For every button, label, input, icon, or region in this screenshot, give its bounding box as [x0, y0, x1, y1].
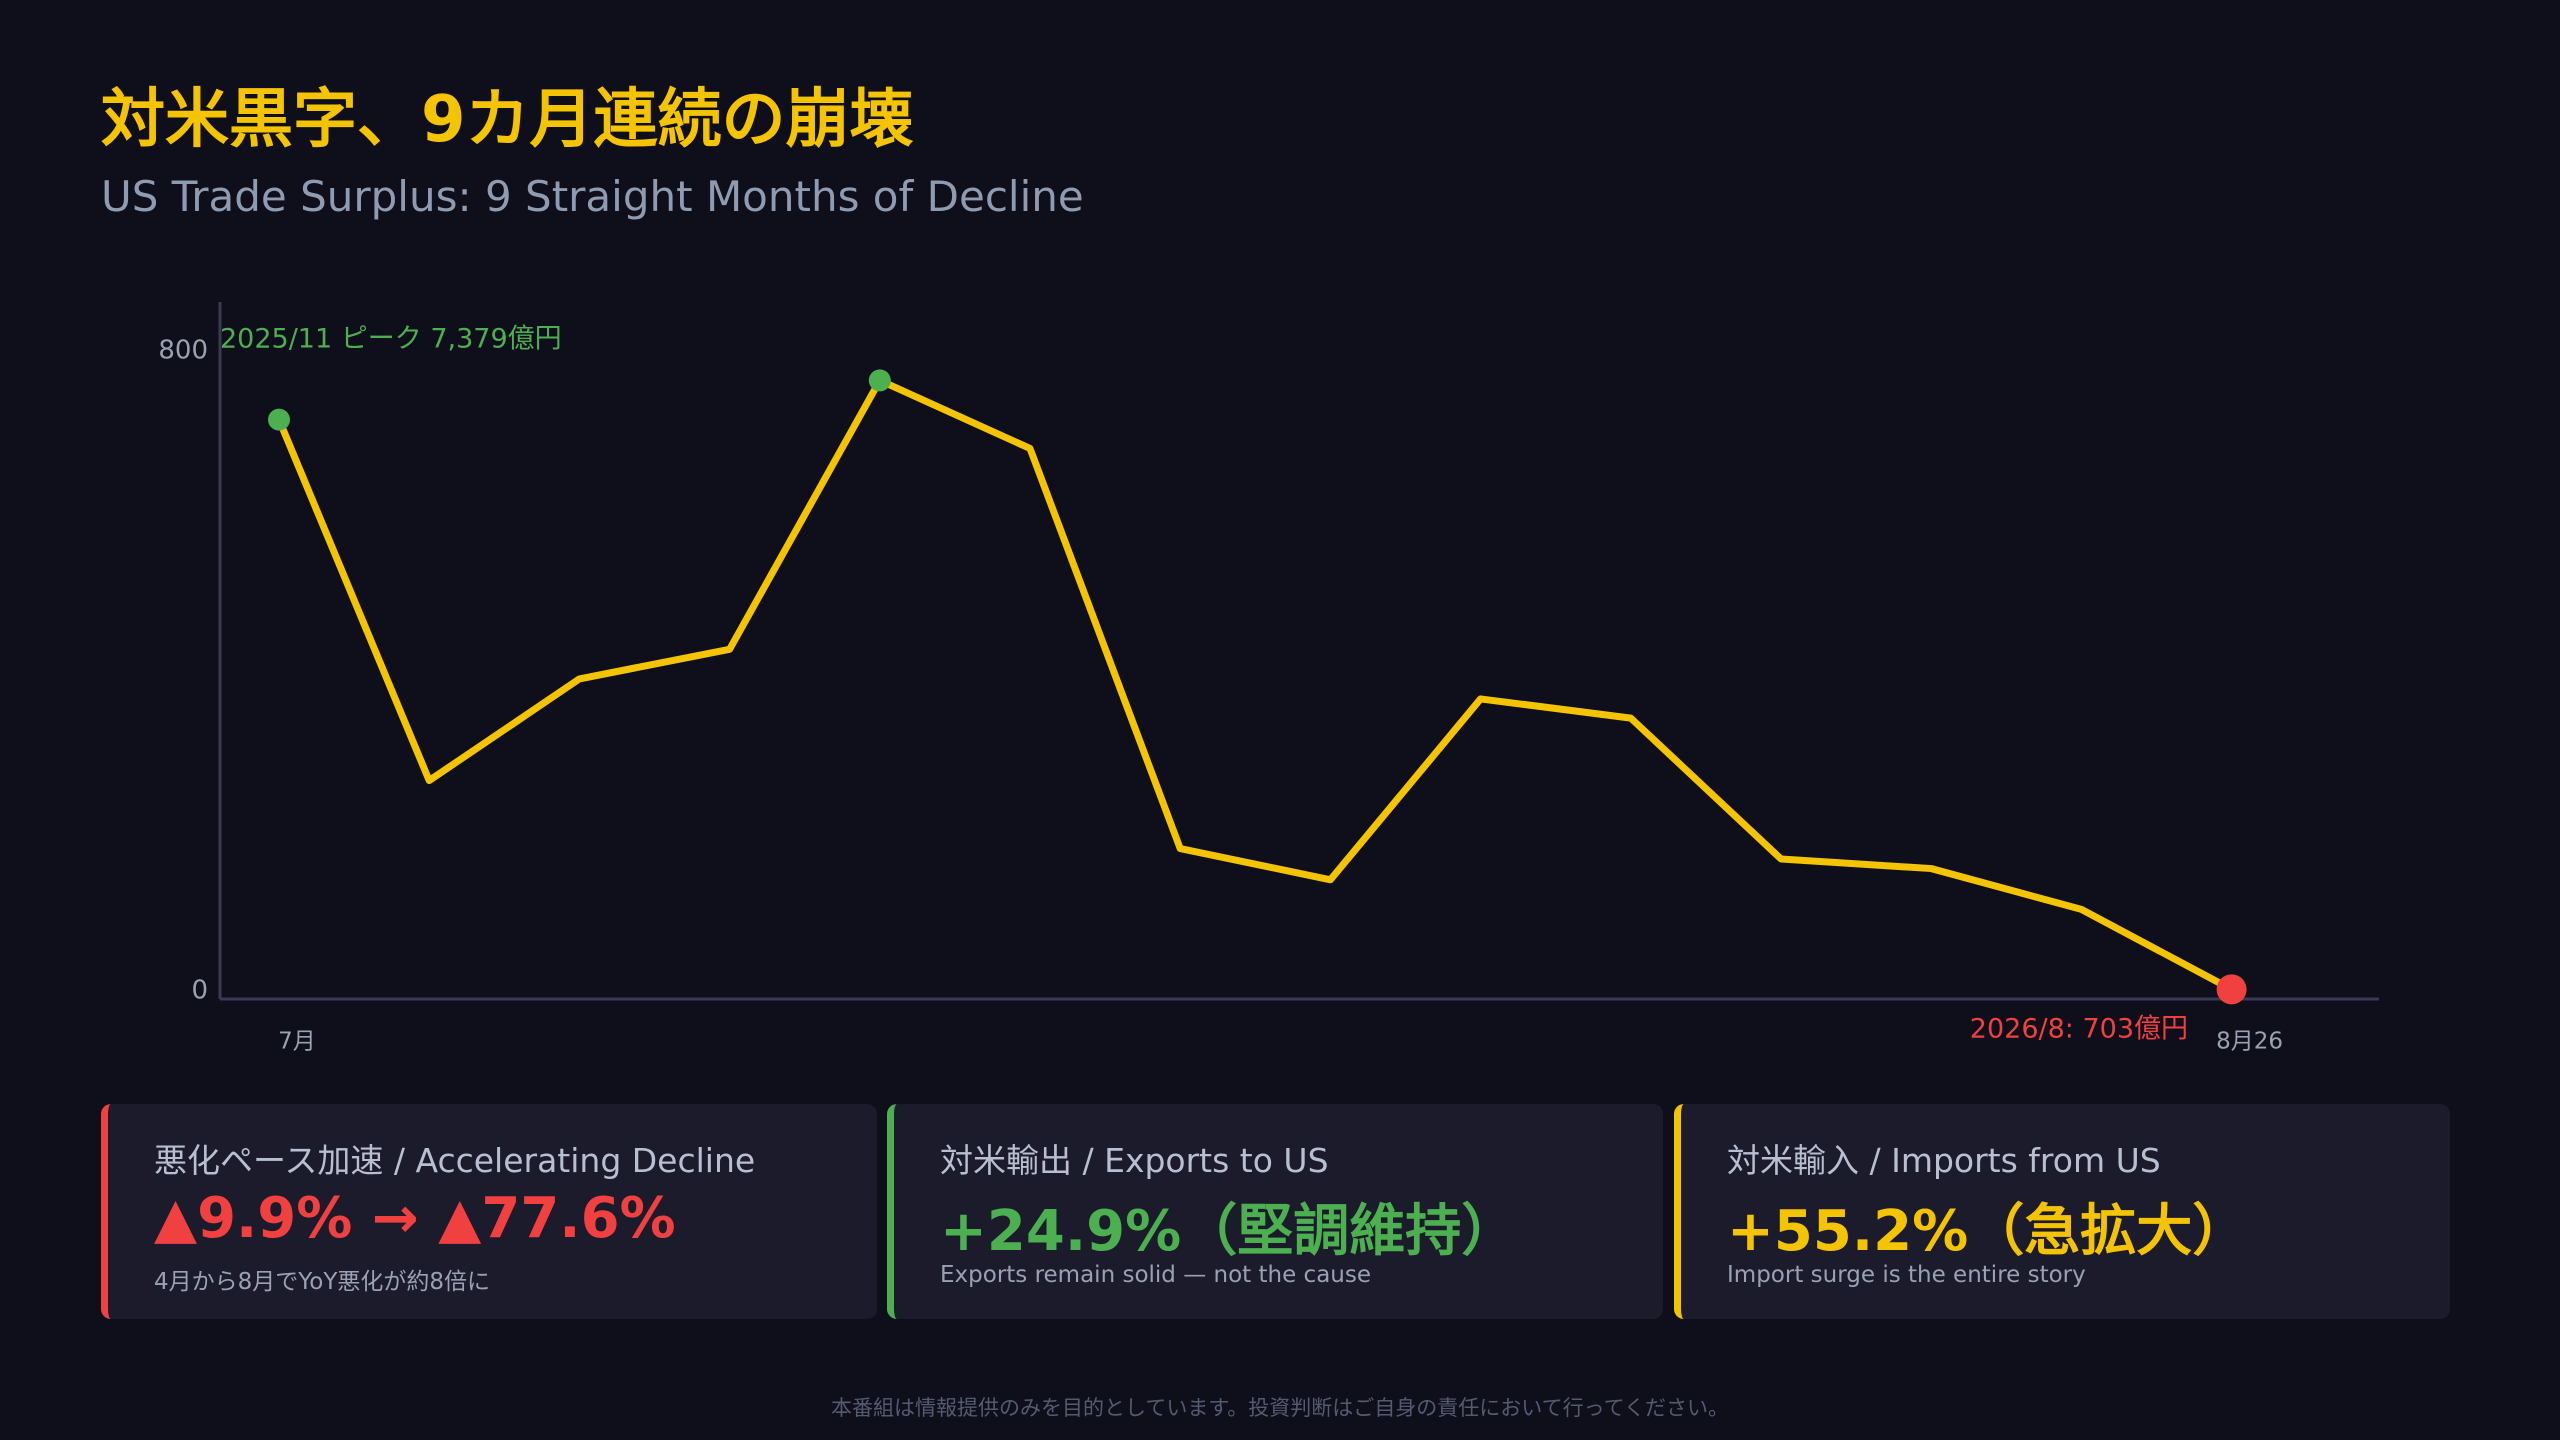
- card-value: ▲9.9% → ▲77.6%: [154, 1186, 676, 1251]
- y-tick-label: 800: [158, 335, 208, 365]
- card-value: +24.9%（堅調維持）: [940, 1199, 1518, 1264]
- trough-annotation: 2026/8: 703億円: [1970, 1014, 2188, 1045]
- line: [275, 376, 2234, 993]
- title: 対米黒字、9カ月連続の崩壊: [101, 83, 914, 157]
- footer: 本番組は情報提供のみを目的としています。投資判断はご自身の責任において行ってくだ…: [831, 1396, 1729, 1420]
- subtitle: US Trade Surplus: 9 Straight Months of D…: [101, 172, 1084, 221]
- card-note: Exports remain solid — not the cause: [940, 1262, 1372, 1288]
- x-tick-label: 7月: [278, 1029, 316, 1055]
- chart: 0 800 7月 8月26 2025/11 ピーク 7,379億円 2026/8: 703…: [158, 302, 2379, 1055]
- x-tick-label: 8月26: [2216, 1029, 2283, 1055]
- card-note: 4月から8月でYoY悪化が約8倍に: [154, 1269, 491, 1295]
- card-note: Import surge is the entire story: [1727, 1262, 2086, 1288]
- card-label: 対米輸入 / Imports from US: [1727, 1141, 2161, 1180]
- stat-card: 対米輸入 / Imports from US +55.2%（急拡大） Import …: [1674, 1104, 2450, 1319]
- peak-annotation: 2025/11 ピーク 7,379億円: [220, 324, 562, 355]
- card-label: 対米輸出 / Exports to US: [940, 1141, 1329, 1180]
- point-marker: [268, 408, 290, 431]
- card-label: 悪化ペース加速 / Accelerating Decline: [154, 1141, 756, 1180]
- stat-card: 対米輸出 / Exports to US +24.9%（堅調維持） Exports …: [887, 1104, 1663, 1319]
- card-value: +55.2%（急拡大）: [1727, 1199, 2249, 1264]
- stat-card: 悪化ペース加速 / Accelerating Decline ▲9.9% → ▲7…: [101, 1104, 877, 1319]
- point-marker: [2216, 974, 2247, 1005]
- y-tick-label: 0: [191, 976, 208, 1006]
- point-marker: [868, 369, 891, 392]
